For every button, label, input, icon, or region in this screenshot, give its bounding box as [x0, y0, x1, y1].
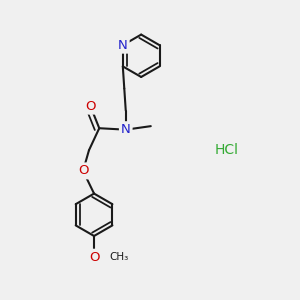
Text: N: N [121, 123, 130, 136]
Text: O: O [89, 251, 99, 264]
Text: N: N [118, 39, 128, 52]
Text: O: O [78, 164, 88, 177]
Text: O: O [85, 100, 96, 112]
Text: CH₃: CH₃ [110, 252, 129, 262]
Text: HCl: HCl [215, 143, 239, 157]
